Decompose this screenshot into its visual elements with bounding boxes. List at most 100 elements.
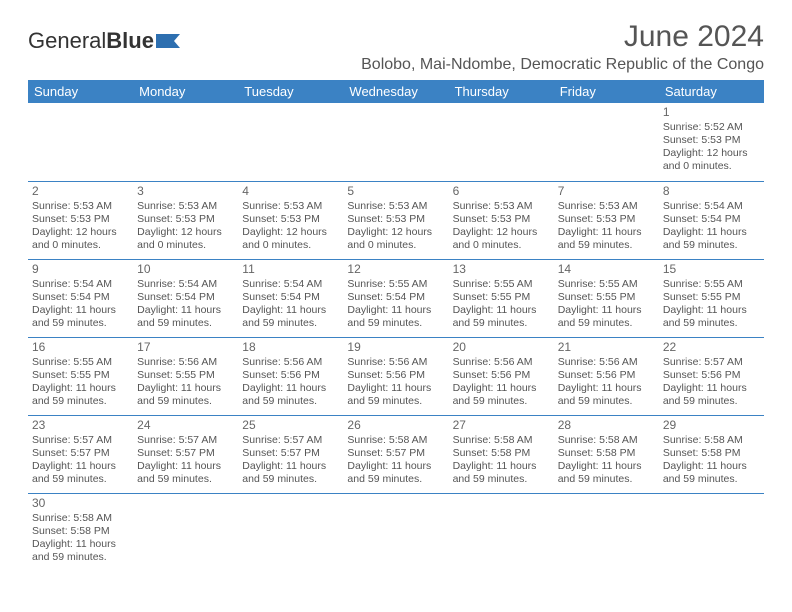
daylight-text: Daylight: 11 hours and 59 minutes.: [558, 226, 655, 252]
daylight-text: Daylight: 11 hours and 59 minutes.: [32, 460, 129, 486]
sunset-text: Sunset: 5:53 PM: [347, 213, 444, 226]
sunrise-text: Sunrise: 5:54 AM: [242, 278, 339, 291]
day-number: 9: [32, 262, 129, 277]
calendar-cell: 27Sunrise: 5:58 AMSunset: 5:58 PMDayligh…: [449, 415, 554, 493]
daylight-text: Daylight: 11 hours and 59 minutes.: [453, 304, 550, 330]
calendar-cell: 9Sunrise: 5:54 AMSunset: 5:54 PMDaylight…: [28, 259, 133, 337]
day-number: 29: [663, 418, 760, 433]
sunset-text: Sunset: 5:56 PM: [663, 369, 760, 382]
sunrise-text: Sunrise: 5:53 AM: [347, 200, 444, 213]
header: GeneralBlue June 2024 Bolobo, Mai-Ndombe…: [28, 20, 764, 74]
sunset-text: Sunset: 5:56 PM: [453, 369, 550, 382]
calendar-cell: 10Sunrise: 5:54 AMSunset: 5:54 PMDayligh…: [133, 259, 238, 337]
sunrise-text: Sunrise: 5:55 AM: [663, 278, 760, 291]
logo-text-2: Blue: [106, 28, 154, 54]
sunset-text: Sunset: 5:53 PM: [137, 213, 234, 226]
sunrise-text: Sunrise: 5:53 AM: [453, 200, 550, 213]
calendar-cell: 29Sunrise: 5:58 AMSunset: 5:58 PMDayligh…: [659, 415, 764, 493]
day-number: 6: [453, 184, 550, 199]
daylight-text: Daylight: 11 hours and 59 minutes.: [137, 304, 234, 330]
calendar-cell: 19Sunrise: 5:56 AMSunset: 5:56 PMDayligh…: [343, 337, 448, 415]
daylight-text: Daylight: 11 hours and 59 minutes.: [137, 382, 234, 408]
day-number: 18: [242, 340, 339, 355]
day-number: 3: [137, 184, 234, 199]
sunset-text: Sunset: 5:54 PM: [32, 291, 129, 304]
sunrise-text: Sunrise: 5:57 AM: [663, 356, 760, 369]
sunrise-text: Sunrise: 5:55 AM: [32, 356, 129, 369]
weekday-header: Sunday: [28, 80, 133, 103]
sunrise-text: Sunrise: 5:57 AM: [32, 434, 129, 447]
calendar-cell: 2Sunrise: 5:53 AMSunset: 5:53 PMDaylight…: [28, 181, 133, 259]
sunrise-text: Sunrise: 5:56 AM: [137, 356, 234, 369]
day-number: 17: [137, 340, 234, 355]
day-number: 28: [558, 418, 655, 433]
daylight-text: Daylight: 11 hours and 59 minutes.: [242, 304, 339, 330]
daylight-text: Daylight: 12 hours and 0 minutes.: [663, 147, 760, 173]
calendar-cell: 15Sunrise: 5:55 AMSunset: 5:55 PMDayligh…: [659, 259, 764, 337]
sunrise-text: Sunrise: 5:53 AM: [558, 200, 655, 213]
daylight-text: Daylight: 11 hours and 59 minutes.: [32, 382, 129, 408]
calendar-week-row: 23Sunrise: 5:57 AMSunset: 5:57 PMDayligh…: [28, 415, 764, 493]
sunset-text: Sunset: 5:53 PM: [32, 213, 129, 226]
sunset-text: Sunset: 5:55 PM: [32, 369, 129, 382]
logo: GeneralBlue: [28, 28, 184, 54]
day-number: 26: [347, 418, 444, 433]
day-number: 25: [242, 418, 339, 433]
calendar-cell: [343, 493, 448, 571]
weekday-header: Friday: [554, 80, 659, 103]
sunrise-text: Sunrise: 5:58 AM: [663, 434, 760, 447]
calendar-cell: [449, 103, 554, 181]
day-number: 22: [663, 340, 760, 355]
sunset-text: Sunset: 5:58 PM: [663, 447, 760, 460]
sunrise-text: Sunrise: 5:56 AM: [453, 356, 550, 369]
calendar-cell: 4Sunrise: 5:53 AMSunset: 5:53 PMDaylight…: [238, 181, 343, 259]
calendar-cell: [28, 103, 133, 181]
day-number: 16: [32, 340, 129, 355]
calendar-cell: 18Sunrise: 5:56 AMSunset: 5:56 PMDayligh…: [238, 337, 343, 415]
sunset-text: Sunset: 5:53 PM: [242, 213, 339, 226]
day-number: 20: [453, 340, 550, 355]
daylight-text: Daylight: 11 hours and 59 minutes.: [242, 382, 339, 408]
day-number: 19: [347, 340, 444, 355]
sunset-text: Sunset: 5:55 PM: [558, 291, 655, 304]
calendar-cell: 5Sunrise: 5:53 AMSunset: 5:53 PMDaylight…: [343, 181, 448, 259]
weekday-header: Tuesday: [238, 80, 343, 103]
sunrise-text: Sunrise: 5:52 AM: [663, 121, 760, 134]
day-number: 15: [663, 262, 760, 277]
calendar-week-row: 1Sunrise: 5:52 AMSunset: 5:53 PMDaylight…: [28, 103, 764, 181]
sunrise-text: Sunrise: 5:54 AM: [663, 200, 760, 213]
daylight-text: Daylight: 11 hours and 59 minutes.: [663, 460, 760, 486]
daylight-text: Daylight: 11 hours and 59 minutes.: [347, 304, 444, 330]
sunrise-text: Sunrise: 5:57 AM: [137, 434, 234, 447]
calendar-table: Sunday Monday Tuesday Wednesday Thursday…: [28, 80, 764, 571]
sunrise-text: Sunrise: 5:53 AM: [32, 200, 129, 213]
day-number: 21: [558, 340, 655, 355]
day-number: 4: [242, 184, 339, 199]
daylight-text: Daylight: 11 hours and 59 minutes.: [453, 382, 550, 408]
daylight-text: Daylight: 11 hours and 59 minutes.: [347, 382, 444, 408]
logo-text-1: General: [28, 28, 106, 54]
calendar-week-row: 30Sunrise: 5:58 AMSunset: 5:58 PMDayligh…: [28, 493, 764, 571]
calendar-cell: 12Sunrise: 5:55 AMSunset: 5:54 PMDayligh…: [343, 259, 448, 337]
day-number: 14: [558, 262, 655, 277]
weekday-header-row: Sunday Monday Tuesday Wednesday Thursday…: [28, 80, 764, 103]
sunrise-text: Sunrise: 5:58 AM: [558, 434, 655, 447]
calendar-cell: 24Sunrise: 5:57 AMSunset: 5:57 PMDayligh…: [133, 415, 238, 493]
weekday-header: Monday: [133, 80, 238, 103]
day-number: 24: [137, 418, 234, 433]
calendar-cell: 11Sunrise: 5:54 AMSunset: 5:54 PMDayligh…: [238, 259, 343, 337]
sunset-text: Sunset: 5:56 PM: [347, 369, 444, 382]
calendar-cell: [238, 103, 343, 181]
sunrise-text: Sunrise: 5:56 AM: [347, 356, 444, 369]
calendar-cell: [659, 493, 764, 571]
weekday-header: Thursday: [449, 80, 554, 103]
day-number: 30: [32, 496, 129, 511]
sunset-text: Sunset: 5:54 PM: [347, 291, 444, 304]
month-title: June 2024: [361, 20, 764, 54]
calendar-cell: 23Sunrise: 5:57 AMSunset: 5:57 PMDayligh…: [28, 415, 133, 493]
sunset-text: Sunset: 5:55 PM: [663, 291, 760, 304]
daylight-text: Daylight: 12 hours and 0 minutes.: [453, 226, 550, 252]
daylight-text: Daylight: 11 hours and 59 minutes.: [663, 226, 760, 252]
sunset-text: Sunset: 5:56 PM: [242, 369, 339, 382]
day-number: 2: [32, 184, 129, 199]
